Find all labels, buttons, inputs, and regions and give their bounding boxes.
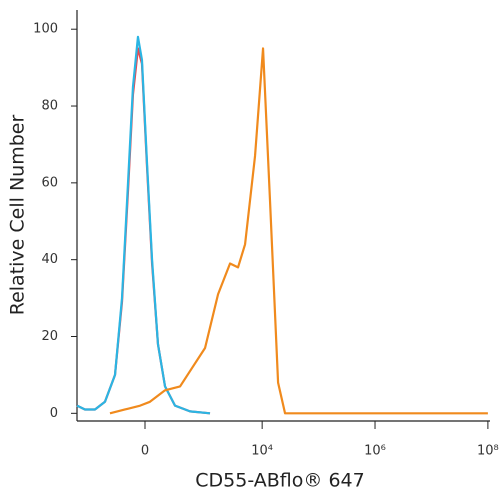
y-tick-label: 0 — [50, 406, 58, 421]
x-tick-label: 10⁶ — [364, 444, 386, 459]
x-axis-title: CD55-ABflo® 647 — [195, 470, 364, 492]
y-tick-label: 80 — [41, 99, 58, 114]
x-tick-label: 10⁴ — [251, 444, 273, 459]
y-axis-title: Relative Cell Number — [7, 115, 29, 316]
x-tick-label: 10⁸ — [477, 444, 499, 459]
histogram-line — [76, 35, 211, 415]
histogram-line — [109, 47, 488, 415]
y-tick-label: 20 — [41, 329, 58, 344]
y-tick-label: 100 — [33, 22, 58, 37]
x-tick-label: 0 — [141, 444, 149, 459]
y-tick-label: 40 — [41, 252, 58, 267]
y-tick-label: 60 — [41, 175, 58, 190]
